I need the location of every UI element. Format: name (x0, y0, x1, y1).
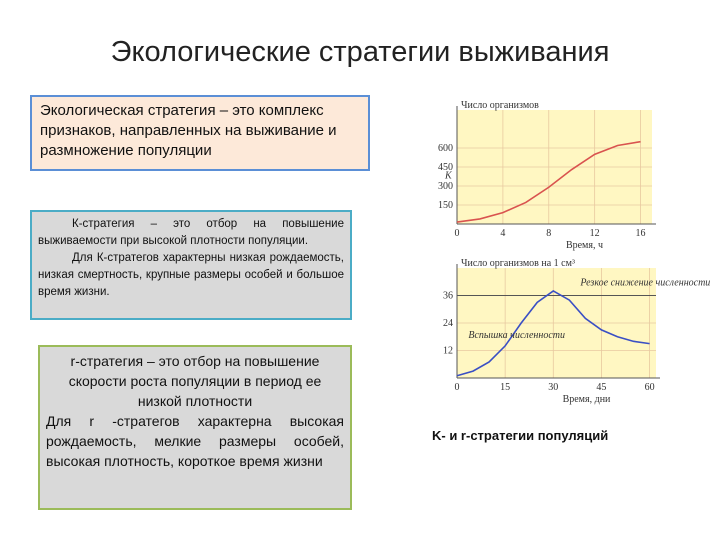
x-tick-label: 4 (500, 228, 505, 239)
y-axis-label: Число организмов (461, 100, 539, 111)
y-tick-label: 36 (443, 291, 453, 302)
annotation: K (444, 171, 453, 182)
x-tick-label: 30 (548, 382, 558, 393)
series-line (456, 289, 650, 377)
y-tick-label: 450 (438, 162, 453, 173)
y-tick-label: 150 (438, 200, 453, 211)
y-tick-label: 12 (443, 346, 453, 357)
x-tick-label: 0 (455, 382, 460, 393)
r-box: r-стратегия – это отбор на повышение ско… (38, 345, 352, 510)
x-tick-label: 45 (596, 382, 606, 393)
series-line (456, 140, 641, 223)
x-tick-label: 16 (636, 228, 646, 239)
x-tick-label: 60 (645, 382, 655, 393)
x-tick-label: 15 (500, 382, 510, 393)
x-tick-label: 0 (455, 228, 460, 239)
y-axis-label: Число организмов на 1 см³ (461, 258, 575, 269)
y-tick-label: 24 (443, 318, 453, 329)
x-axis-label: Время, ч (566, 240, 603, 251)
definition: Экологическая стратегия – это комплекс п… (40, 102, 337, 159)
y-tick-label: 600 (438, 143, 453, 154)
k-box: К-стратегия – это отбор на повышение выж… (30, 210, 352, 320)
x-tick-label: 8 (546, 228, 551, 239)
k-traits: Для К-стратегов характерны низкая рождае… (38, 252, 344, 298)
annotation: Вспышка численности (468, 330, 565, 341)
x-tick-label: 12 (590, 228, 600, 239)
definition-box: Экологическая стратегия – это комплекс п… (30, 95, 370, 171)
y-tick-label: 300 (438, 181, 453, 192)
x-axis-label: Время, дни (563, 394, 611, 405)
r-definition: r-стратегия – это отбор на повышение ско… (68, 353, 322, 409)
r-traits: Для r -стратегов характерна высокая рожд… (46, 413, 344, 469)
k-definition: К-стратегия – это отбор на повышение выж… (38, 218, 344, 247)
annotation: Резкое снижение численности (579, 277, 710, 288)
slide-title: Экологические стратегии выживания (110, 36, 610, 68)
caption: K- и r-стратегии популяций (432, 428, 609, 443)
